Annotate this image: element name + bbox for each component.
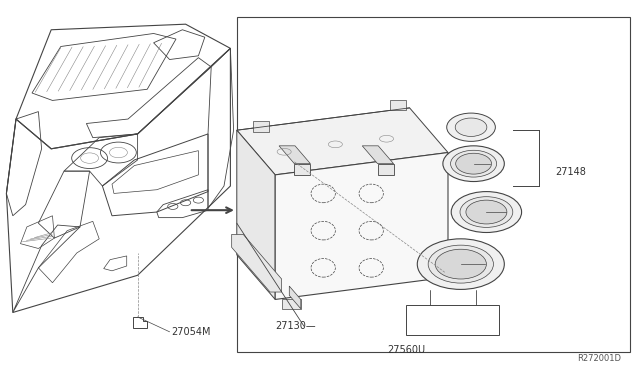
Circle shape [428,245,493,283]
Polygon shape [378,164,394,175]
Polygon shape [232,234,282,292]
Polygon shape [289,286,301,309]
Circle shape [460,197,513,227]
Polygon shape [362,146,394,164]
Circle shape [456,153,492,174]
Polygon shape [294,164,310,175]
Circle shape [451,150,497,177]
Polygon shape [279,146,310,164]
Circle shape [447,113,495,141]
Bar [237,17,630,352]
Bar [406,305,499,335]
Polygon shape [275,153,448,299]
Text: R272001D: R272001D [577,354,621,363]
Circle shape [443,146,504,182]
Text: 27148: 27148 [556,167,586,177]
Circle shape [466,200,507,224]
Text: 27130—: 27130— [275,321,316,331]
Circle shape [417,239,504,289]
Text: 27560U: 27560U [387,346,426,355]
Polygon shape [237,130,275,299]
Polygon shape [282,299,301,309]
Polygon shape [237,108,448,175]
Polygon shape [253,121,269,132]
Polygon shape [390,100,406,110]
Text: 27054M: 27054M [172,327,211,337]
Circle shape [451,192,522,232]
Circle shape [455,118,487,137]
Circle shape [435,249,486,279]
